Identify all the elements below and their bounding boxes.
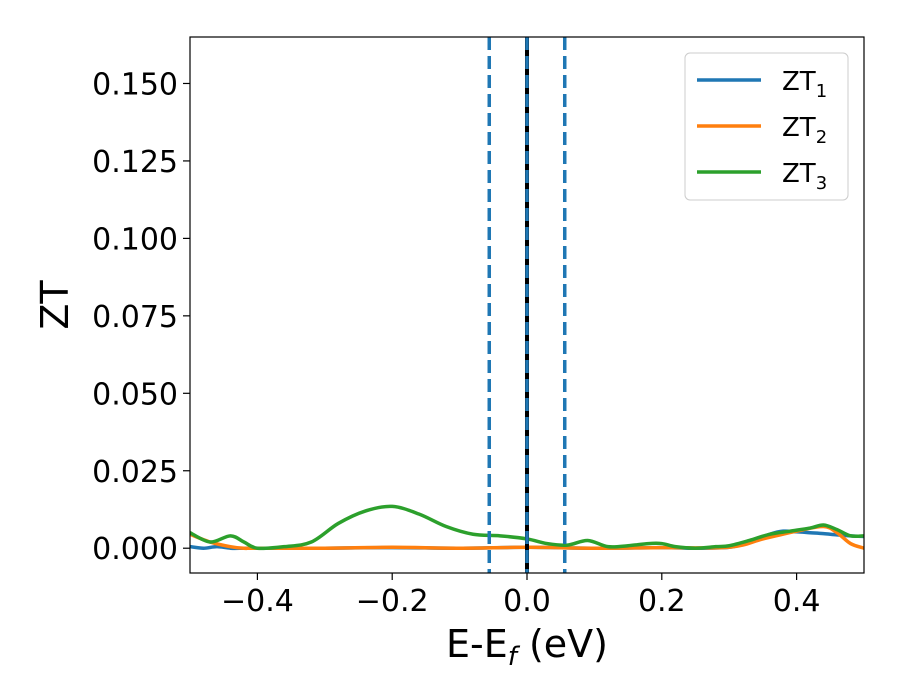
legend-label-main: ZT	[782, 67, 816, 97]
y-tick-label: 0.000	[92, 532, 178, 567]
y-tick-label: 0.125	[92, 145, 178, 180]
legend-label-zt1: ZT1	[782, 67, 827, 102]
x-ticks-layer: −0.4 −0.2 0.0 0.2 0.4	[221, 573, 820, 619]
legend-label-sub: 1	[816, 81, 827, 102]
legend-label-zt2: ZT2	[782, 113, 827, 148]
x-axis-label-unit: (eV)	[517, 622, 608, 666]
x-axis-label: E-Ef (eV)	[446, 622, 608, 672]
y-tick-label: 0.100	[92, 222, 178, 257]
y-ticks-layer: 0.000 0.025 0.050 0.075 0.100 0.125 0.150	[92, 67, 190, 567]
y-tick-label: 0.025	[92, 455, 178, 490]
lines-layer	[190, 504, 864, 551]
x-tick-label: 0.0	[503, 584, 551, 619]
x-tick-label: −0.2	[356, 584, 429, 619]
x-tick-label: 0.2	[638, 584, 686, 619]
series-line-zt3	[190, 504, 864, 551]
y-tick-label: 0.150	[92, 67, 178, 102]
x-tick-label: −0.4	[221, 584, 294, 619]
legend-label-main: ZT	[782, 159, 816, 189]
y-tick-label: 0.075	[92, 300, 178, 335]
x-tick-label: 0.4	[773, 584, 821, 619]
y-axis-label: ZT	[33, 280, 77, 330]
legend-label-sub: 2	[816, 127, 827, 148]
legend-box	[684, 52, 849, 201]
legend-label-main: ZT	[782, 113, 816, 143]
x-axis-label-main: E-E	[446, 622, 508, 666]
legend-label-sub: 3	[816, 173, 827, 194]
vertical-lines-layer	[487, 37, 567, 573]
legend-label-zt3: ZT3	[782, 159, 827, 194]
y-tick-label: 0.050	[92, 377, 178, 412]
